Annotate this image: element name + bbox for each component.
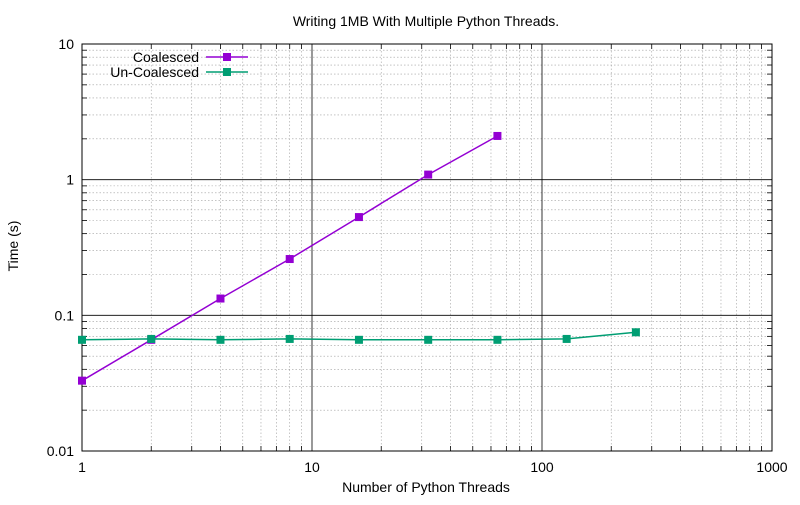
y-tick-labels: 0.01 0.1 1 10 xyxy=(47,36,74,459)
series-coalesced xyxy=(78,131,502,385)
data-point-coalesced xyxy=(78,376,86,385)
series-un-coalesced xyxy=(78,328,640,344)
data-point-un-coalesced xyxy=(216,335,225,344)
data-point-un-coalesced xyxy=(493,335,502,344)
y-tick-label: 0.01 xyxy=(47,443,74,459)
data-point-coalesced xyxy=(424,170,433,179)
legend-item-coalesced: Coalesced xyxy=(133,49,248,65)
y-axis-label: Time (s) xyxy=(5,221,21,272)
x-tick-labels: 1 10 100 1000 xyxy=(78,459,788,475)
data-point-un-coalesced xyxy=(147,334,156,343)
plot-frame xyxy=(81,43,773,452)
data-point-coalesced xyxy=(493,131,502,140)
legend-item-un-coalesced: Un-Coalesced xyxy=(110,64,248,80)
legend-marker-un-coalesced xyxy=(223,68,231,76)
x-tick-label: 1 xyxy=(78,459,86,475)
data-point-coalesced xyxy=(285,255,294,264)
series-layer xyxy=(78,131,640,385)
data-point-un-coalesced xyxy=(562,334,571,343)
data-point-un-coalesced xyxy=(631,328,640,337)
minor-grid xyxy=(82,44,772,451)
x-tick-label: 1000 xyxy=(756,459,787,475)
data-point-un-coalesced xyxy=(354,335,363,344)
data-point-coalesced xyxy=(354,213,363,222)
y-tick-label: 0.1 xyxy=(55,307,75,323)
data-point-coalesced xyxy=(216,294,225,303)
y-tick-label: 1 xyxy=(66,172,74,188)
chart-title: Writing 1MB With Multiple Python Threads… xyxy=(293,13,559,29)
plot-border xyxy=(81,43,773,452)
data-point-un-coalesced xyxy=(424,335,433,344)
legend-label-coalesced: Coalesced xyxy=(133,49,199,65)
data-point-un-coalesced xyxy=(78,335,86,344)
x-tick-label: 10 xyxy=(304,459,320,475)
y-tick-label: 10 xyxy=(58,36,74,52)
legend-marker-coalesced xyxy=(223,53,231,61)
major-grid xyxy=(81,43,773,452)
data-point-un-coalesced xyxy=(285,334,294,343)
x-tick-label: 100 xyxy=(530,459,554,475)
x-axis-label: Number of Python Threads xyxy=(342,479,510,495)
legend-label-un-coalesced: Un-Coalesced xyxy=(110,64,199,80)
